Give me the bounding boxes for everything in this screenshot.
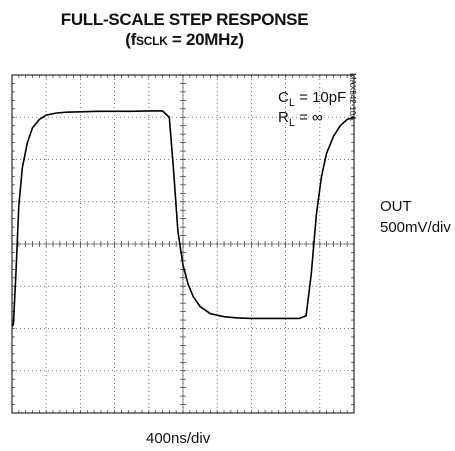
rl-prefix: R	[278, 109, 289, 126]
cl-subscript: L	[288, 97, 295, 109]
cl-suffix: = 10pF	[294, 89, 347, 106]
subtitle-suffix: = 20MHz)	[167, 30, 244, 49]
y-label-line1: OUT	[380, 198, 412, 215]
figure-code: MAX542-10A	[348, 73, 357, 121]
subtitle-prefix: (f	[125, 30, 137, 49]
chart-subtitle: (fSCLK = 20MHz)	[0, 30, 369, 50]
subtitle-subscript: SCLK	[136, 34, 168, 48]
rl-annotation: RL = ∞	[278, 109, 323, 129]
chart-title: FULL-SCALE STEP RESPONSE	[60, 10, 309, 29]
cl-prefix: C	[278, 89, 289, 106]
y-label-line2: 500mV/div	[380, 219, 451, 236]
x-label: 400ns/div	[146, 430, 211, 447]
cl-annotation: CL = 10pF	[278, 89, 346, 109]
plot-grid	[11, 74, 355, 414]
step-response-trace	[11, 110, 355, 327]
rl-suffix: = ∞	[294, 109, 323, 126]
rl-subscript: L	[288, 117, 295, 129]
plot-frame	[11, 74, 355, 414]
